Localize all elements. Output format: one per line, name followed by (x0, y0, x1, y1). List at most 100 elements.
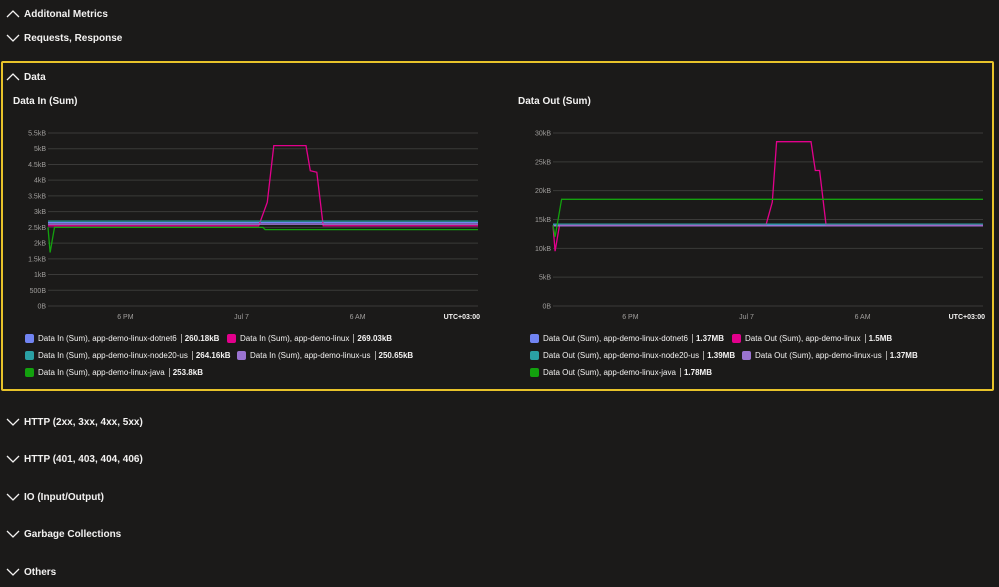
section-title: HTTP (401, 403, 404, 406) (24, 453, 143, 465)
legend-item[interactable]: Data Out (Sum), app-demo-linux 1.5MB (732, 334, 892, 343)
y-tick-label: 4.5kB (28, 162, 46, 169)
timezone-label: UTC+03:00 (444, 314, 480, 321)
legend-swatch (530, 351, 539, 360)
legend-value: 1.37MB (691, 334, 724, 343)
section-title: Others (24, 566, 57, 578)
y-tick-label: 5.5kB (28, 131, 46, 138)
legend-value: 269.03kB (353, 334, 392, 343)
chevron-down-icon (6, 493, 20, 501)
section-title: Garbage Collections (24, 528, 122, 540)
legend-item[interactable]: Data In (Sum), app-demo-linux-us 250.65kB (237, 351, 413, 360)
series-line (552, 141, 983, 252)
legend-label: Data Out (Sum), app-demo-linux-java (543, 368, 676, 377)
y-tick-label: 3.5kB (28, 193, 46, 200)
series-line (47, 226, 478, 253)
y-tick-label: 1kB (34, 272, 46, 279)
y-tick-label: 0B (37, 304, 46, 311)
y-tick-label: 30kB (535, 131, 551, 138)
series-line (552, 198, 983, 237)
section-http-status[interactable]: HTTP (2xx, 3xx, 4xx, 5xx) (6, 411, 143, 433)
section-title: Additonal Metrics (24, 8, 108, 20)
legend-swatch (530, 368, 539, 377)
chevron-down-icon (6, 34, 20, 42)
data-out-chart[interactable]: 0B 5kB 10kB 15kB 20kB 25kB 30kB 6 PM Jul 7 6 AM UT… (508, 131, 988, 331)
data-panel: Data Data In (Sum) 0B 500B 1kB 1.5kB 2kB 2.5k… (1, 61, 994, 391)
legend-value: 1.5MB (864, 334, 892, 343)
timezone-label: UTC+03:00 (949, 314, 985, 321)
legend-label: Data Out (Sum), app-demo-linux (745, 334, 861, 343)
section-io[interactable]: IO (Input/Output) (6, 486, 104, 508)
legend-value: 260.18kB (180, 334, 219, 343)
y-tick-label: 5kB (34, 146, 46, 153)
legend-label: Data Out (Sum), app-demo-linux-us (755, 351, 882, 360)
legend-label: Data In (Sum), app-demo-linux-us (250, 351, 371, 360)
legend-swatch (227, 334, 236, 343)
y-tick-label: 500B (30, 288, 47, 295)
y-tick-label: 1.5kB (28, 256, 46, 263)
legend-label: Data In (Sum), app-demo-linux-node20-us (38, 351, 188, 360)
legend-item[interactable]: Data In (Sum), app-demo-linux 269.03kB (227, 334, 392, 343)
chevron-up-icon (6, 10, 20, 18)
section-additional-metrics[interactable]: Additonal Metrics (6, 3, 108, 25)
y-tick-label: 5kB (539, 275, 551, 282)
chevron-up-icon (6, 73, 20, 81)
legend-swatch (25, 351, 34, 360)
y-tick-label: 2kB (34, 241, 46, 248)
section-requests-response[interactable]: Requests, Response (6, 27, 122, 49)
chart-title-data-out: Data Out (Sum) (518, 96, 591, 107)
legend-value: 253.8kB (168, 368, 203, 377)
chart-title-data-in: Data In (Sum) (13, 96, 78, 107)
legend-item[interactable]: Data In (Sum), app-demo-linux-node20-us 2… (25, 351, 231, 360)
y-tick-label: 15kB (535, 217, 551, 224)
section-title: IO (Input/Output) (24, 491, 104, 503)
x-tick-label: Jul 7 (234, 314, 249, 321)
chevron-down-icon (6, 455, 20, 463)
legend-swatch (732, 334, 741, 343)
legend-item[interactable]: Data In (Sum), app-demo-linux-java 253.8k… (25, 368, 203, 377)
y-tick-label: 25kB (535, 159, 551, 166)
section-http-errors[interactable]: HTTP (401, 403, 404, 406) (6, 448, 143, 470)
section-garbage-collections[interactable]: Garbage Collections (6, 523, 121, 545)
y-tick-label: 0B (542, 304, 551, 311)
legend-swatch (742, 351, 751, 360)
y-tick-label: 2.5kB (28, 225, 46, 232)
legend-value: 1.78MB (679, 368, 712, 377)
section-title: Data (24, 71, 46, 83)
legend-label: Data Out (Sum), app-demo-linux-dotnet6 (543, 334, 688, 343)
legend-value: 1.37MB (885, 351, 918, 360)
data-in-legend: Data In (Sum), app-demo-linux-dotnet6 260… (25, 334, 495, 384)
y-tick-label: 3kB (34, 209, 46, 216)
y-tick-label: 20kB (535, 188, 551, 195)
y-tick-label: 4kB (34, 178, 46, 185)
legend-swatch (530, 334, 539, 343)
x-tick-label: 6 PM (117, 314, 134, 321)
legend-label: Data In (Sum), app-demo-linux-java (38, 368, 165, 377)
data-in-chart[interactable]: 0B 500B 1kB 1.5kB 2kB 2.5kB 3kB 3.5kB 4kB 4.5kB 5k… (3, 131, 483, 331)
legend-value: 1.39MB (703, 351, 735, 360)
legend-label: Data In (Sum), app-demo-linux-dotnet6 (38, 334, 177, 343)
legend-label: Data Out (Sum), app-demo-linux-node20-us (543, 351, 700, 360)
y-tick-label: 10kB (535, 246, 551, 253)
legend-item[interactable]: Data Out (Sum), app-demo-linux-java 1.78M… (530, 368, 712, 377)
legend-swatch (25, 368, 34, 377)
chevron-down-icon (6, 418, 20, 426)
legend-item[interactable]: Data Out (Sum), app-demo-linux-node20-us… (530, 351, 735, 360)
section-title: Requests, Response (24, 32, 123, 44)
x-tick-label: Jul 7 (739, 314, 754, 321)
data-out-legend: Data Out (Sum), app-demo-linux-dotnet6 1.… (530, 334, 990, 384)
legend-item[interactable]: Data Out (Sum), app-demo-linux-dotnet6 1.… (530, 334, 724, 343)
legend-swatch (25, 334, 34, 343)
section-title: HTTP (2xx, 3xx, 4xx, 5xx) (24, 416, 143, 428)
x-tick-label: 6 AM (855, 314, 871, 321)
legend-swatch (237, 351, 246, 360)
chevron-down-icon (6, 530, 20, 538)
legend-value: 264.16kB (191, 351, 231, 360)
section-others[interactable]: Others (6, 561, 56, 583)
x-tick-label: 6 AM (350, 314, 366, 321)
legend-item[interactable]: Data In (Sum), app-demo-linux-dotnet6 260… (25, 334, 219, 343)
x-tick-label: 6 PM (622, 314, 639, 321)
section-data[interactable]: Data (6, 66, 46, 88)
series-line (48, 144, 478, 227)
chevron-down-icon (6, 568, 20, 576)
legend-item[interactable]: Data Out (Sum), app-demo-linux-us 1.37MB (742, 351, 918, 360)
